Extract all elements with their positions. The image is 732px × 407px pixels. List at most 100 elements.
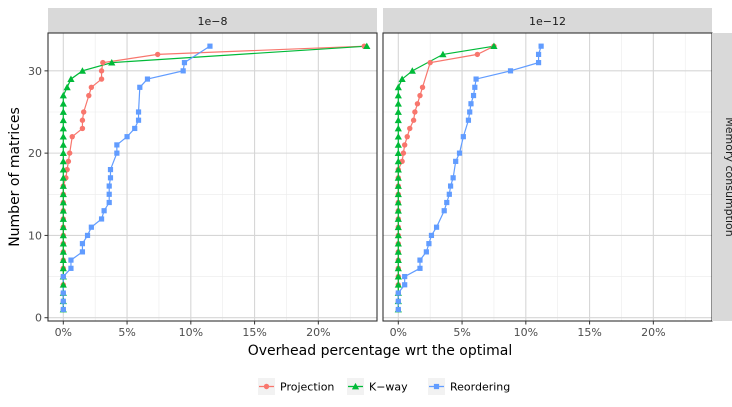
data-point-reordering — [60, 273, 66, 280]
data-point-k-way — [59, 264, 67, 272]
data-point-k-way — [394, 231, 402, 239]
series-layer-2 — [394, 42, 544, 313]
x-tick-label: 5% — [118, 326, 135, 339]
data-point-projection — [79, 117, 86, 123]
data-point-reordering — [535, 60, 542, 66]
data-point-reordering — [60, 306, 66, 313]
data-point-reordering — [79, 241, 86, 247]
data-point-reordering — [395, 298, 401, 304]
data-point-reordering — [453, 158, 459, 164]
data-point-k-way — [59, 190, 67, 198]
data-point-reordering — [106, 199, 112, 206]
data-point-projection — [417, 92, 423, 99]
series-line-reordering — [62, 45, 211, 310]
legend: Projection K−way Reordering — [258, 378, 510, 395]
data-point-k-way — [490, 42, 498, 50]
data-point-k-way — [59, 182, 67, 189]
data-point-k-way — [63, 83, 71, 91]
data-point-reordering — [106, 183, 112, 189]
data-point-projection — [474, 51, 481, 58]
row-strip-label: Memory consumption — [723, 117, 732, 236]
data-point-k-way — [59, 133, 67, 140]
data-point-k-way — [59, 165, 67, 173]
data-point-k-way — [59, 149, 67, 157]
legend-item-k-way: K−way — [347, 378, 408, 395]
data-point-k-way — [394, 240, 402, 247]
data-point-reordering — [402, 282, 408, 288]
data-point-reordering — [60, 290, 66, 296]
data-point-reordering — [417, 257, 423, 263]
data-point-projection — [100, 59, 106, 66]
data-point-projection — [404, 133, 410, 140]
data-point-k-way — [78, 67, 87, 74]
data-point-projection — [69, 133, 75, 140]
y-tick-label: 30 — [28, 65, 42, 78]
data-point-k-way — [394, 174, 402, 181]
data-point-k-way — [394, 248, 402, 255]
data-point-reordering — [470, 92, 477, 99]
data-point-k-way — [394, 157, 402, 165]
data-point-k-way — [394, 281, 402, 288]
data-point-k-way — [394, 133, 402, 140]
data-point-reordering — [472, 84, 478, 90]
x-tick-label: 15% — [577, 326, 601, 339]
data-point-k-way — [59, 240, 67, 247]
data-point-k-way — [394, 83, 402, 91]
data-point-projection — [66, 150, 73, 156]
strip-2-label: 1e−12 — [529, 15, 566, 28]
x-tick-label: 10% — [514, 326, 538, 339]
data-point-projection — [88, 84, 95, 91]
data-point-reordering — [441, 208, 447, 214]
data-point-k-way — [394, 124, 402, 132]
data-point-k-way — [394, 91, 402, 99]
data-point-projection — [154, 51, 161, 58]
data-point-reordering — [79, 249, 86, 255]
data-point-projection — [412, 109, 418, 115]
data-point-reordering — [107, 175, 114, 181]
data-point-k-way — [394, 141, 402, 148]
data-point-k-way — [59, 281, 67, 288]
grid-1 — [48, 33, 377, 321]
data-point-k-way — [59, 100, 67, 107]
data-point-reordering — [60, 298, 66, 304]
data-point-reordering — [465, 117, 472, 123]
data-point-k-way — [363, 42, 371, 50]
strip-2 — [383, 8, 712, 33]
data-point-k-way — [394, 207, 402, 214]
data-point-k-way — [59, 198, 67, 206]
data-point-k-way — [394, 272, 402, 280]
legend-label-reordering: Reordering — [450, 381, 510, 394]
legend-marker-k-way — [351, 382, 360, 390]
grid-2 — [383, 33, 712, 321]
panel-1: 1e−8 — [47, 8, 378, 322]
data-point-k-way — [59, 108, 67, 115]
data-point-projection — [401, 142, 408, 148]
data-point-k-way — [394, 116, 402, 124]
data-point-reordering — [68, 257, 74, 263]
x-axis: 0% 5% 10% 15% 20% 0% 5% 10% 15% 20% — [55, 321, 666, 339]
data-point-projection — [79, 125, 86, 132]
data-point-reordering — [450, 175, 456, 181]
legend-label-projection: Projection — [280, 381, 334, 394]
data-point-reordering — [473, 76, 479, 82]
data-point-reordering — [468, 101, 474, 107]
data-point-k-way — [59, 215, 67, 222]
legend-marker-reordering — [433, 383, 440, 390]
data-point-k-way — [59, 223, 67, 231]
data-point-projection — [98, 76, 105, 82]
panel-1-border — [47, 32, 378, 322]
data-point-projection — [81, 109, 87, 115]
data-point-reordering — [507, 68, 514, 74]
data-point-k-way — [59, 91, 67, 99]
data-point-reordering — [433, 224, 440, 230]
data-point-k-way — [59, 141, 67, 148]
data-point-reordering — [444, 199, 450, 206]
data-point-k-way — [394, 100, 402, 107]
data-point-k-way — [59, 124, 67, 132]
data-point-projection — [410, 117, 417, 123]
data-point-projection — [427, 59, 433, 66]
x-tick-label: 0% — [390, 326, 407, 339]
data-point-reordering — [535, 51, 542, 57]
data-point-reordering — [101, 208, 107, 214]
